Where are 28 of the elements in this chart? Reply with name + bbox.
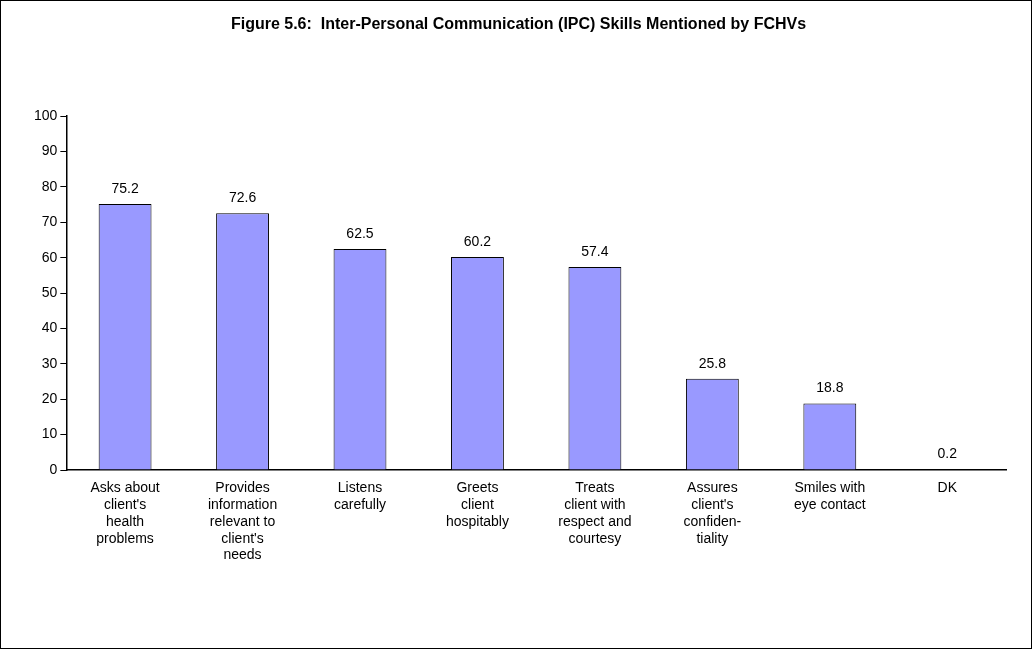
data-label: 57.4 xyxy=(581,242,609,259)
data-label: 60.2 xyxy=(463,232,492,249)
chart-title: Figure 5.6: Inter-Personal Communication (IPC) Skills Mentioned by FCHVs xyxy=(230,15,807,33)
data-label: 18.8 xyxy=(816,379,844,396)
y-tick-label: 30 xyxy=(41,354,58,371)
data-label: 75.2 xyxy=(111,179,139,196)
y-tick-label: 50 xyxy=(41,283,58,300)
y-tick-label: 10 xyxy=(41,425,58,442)
y-tick-label: 60 xyxy=(41,248,58,265)
data-label: 72.6 xyxy=(228,189,257,205)
x-tick-label: Provides information relevant to client's needs xyxy=(207,479,278,563)
x-tick-label: Smiles with eye contact xyxy=(794,479,866,513)
y-tick-label: 90 xyxy=(41,142,58,159)
x-tick-label: Greets client hospitably xyxy=(445,479,509,529)
y-tick-label: 40 xyxy=(41,319,58,336)
x-tick-label: Treats client with respect and courtesy xyxy=(558,479,632,546)
y-tick-label: 20 xyxy=(41,390,58,407)
x-tick-label: Assures client's confiden- tiality xyxy=(683,479,742,546)
x-tick-label: DK xyxy=(937,479,958,496)
y-tick-label: 80 xyxy=(41,177,58,194)
y-tick-label: 0 xyxy=(49,460,58,477)
data-label: 62.5 xyxy=(346,224,374,241)
x-tick-label: Asks about client's health problems xyxy=(90,479,160,546)
x-tick-label: Listens carefully xyxy=(333,479,387,513)
y-tick-label: 70 xyxy=(41,213,58,230)
data-label: 25.8 xyxy=(698,354,727,371)
data-label: 0.2 xyxy=(937,445,958,462)
y-tick-label: 100 xyxy=(34,107,58,124)
